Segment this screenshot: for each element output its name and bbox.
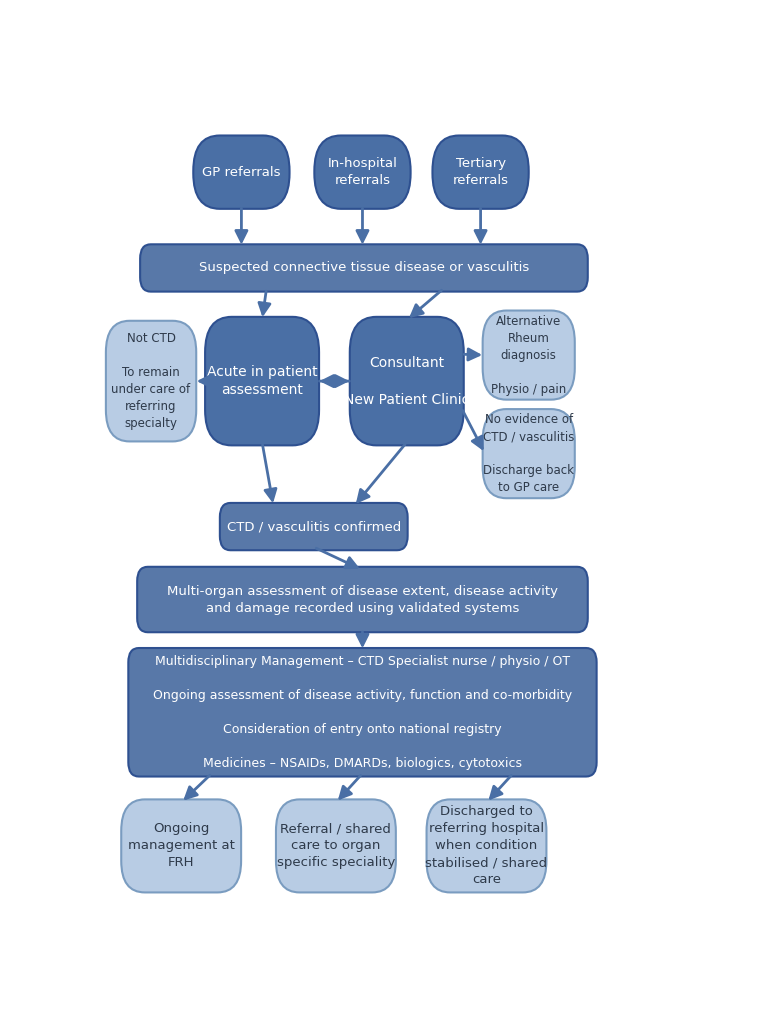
Text: Discharged to
referring hospital
when condition
stabilised / shared
care: Discharged to referring hospital when co… xyxy=(425,806,548,887)
FancyBboxPatch shape xyxy=(427,800,546,893)
FancyBboxPatch shape xyxy=(350,316,464,445)
Text: Tertiary
referrals: Tertiary referrals xyxy=(453,157,508,187)
Text: No evidence of
CTD / vasculitis

Discharge back
to GP care: No evidence of CTD / vasculitis Discharg… xyxy=(483,413,575,495)
Text: Acute in patient
assessment: Acute in patient assessment xyxy=(207,365,318,397)
Text: Suspected connective tissue disease or vasculitis: Suspected connective tissue disease or v… xyxy=(199,261,529,274)
FancyBboxPatch shape xyxy=(433,135,529,209)
Text: Multi-organ assessment of disease extent, disease activity
and damage recorded u: Multi-organ assessment of disease extent… xyxy=(167,585,558,614)
FancyBboxPatch shape xyxy=(276,800,395,893)
FancyBboxPatch shape xyxy=(137,567,588,632)
FancyBboxPatch shape xyxy=(205,316,319,445)
Text: Alternative
Rheum
diagnosis

Physio / pain: Alternative Rheum diagnosis Physio / pai… xyxy=(491,314,566,395)
FancyBboxPatch shape xyxy=(315,135,411,209)
Text: Ongoing
management at
FRH: Ongoing management at FRH xyxy=(128,822,235,869)
Text: Multidisciplinary Management – CTD Specialist nurse / physio / OT

Ongoing asses: Multidisciplinary Management – CTD Speci… xyxy=(153,654,572,770)
FancyBboxPatch shape xyxy=(128,648,597,776)
FancyBboxPatch shape xyxy=(482,310,575,399)
Text: Referral / shared
care to organ
specific speciality: Referral / shared care to organ specific… xyxy=(277,822,395,869)
FancyBboxPatch shape xyxy=(106,321,197,441)
Text: In-hospital
referrals: In-hospital referrals xyxy=(328,157,398,187)
FancyBboxPatch shape xyxy=(220,503,408,550)
Text: Not CTD

To remain
under care of
referring
specialty: Not CTD To remain under care of referrin… xyxy=(111,332,190,430)
FancyBboxPatch shape xyxy=(121,800,241,893)
Text: GP referrals: GP referrals xyxy=(202,166,280,178)
FancyBboxPatch shape xyxy=(194,135,290,209)
Text: CTD / vasculitis confirmed: CTD / vasculitis confirmed xyxy=(226,520,401,534)
FancyBboxPatch shape xyxy=(140,245,588,292)
FancyBboxPatch shape xyxy=(482,410,575,499)
Text: Consultant

New Patient Clinic: Consultant New Patient Clinic xyxy=(344,355,469,407)
